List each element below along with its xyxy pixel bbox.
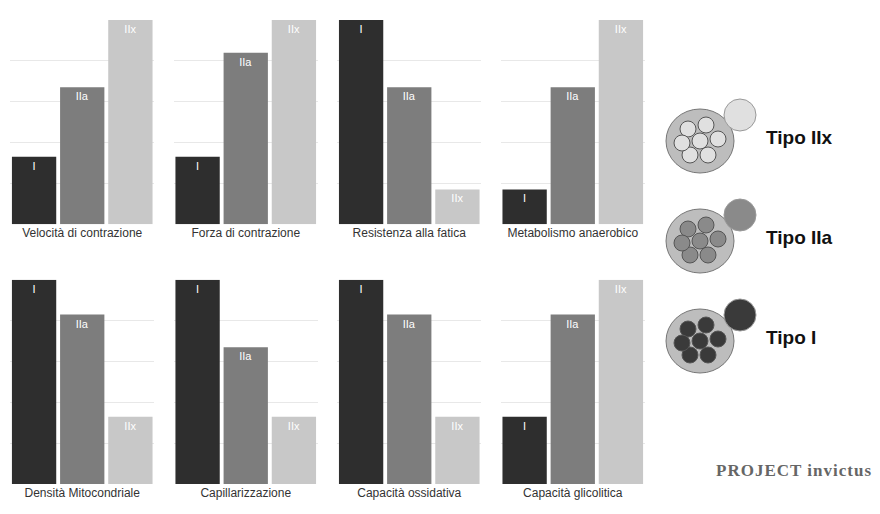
svg-text:IIa: IIa	[403, 90, 416, 102]
html-text:Tipo IIx: Tipo IIx	[766, 127, 833, 148]
svg-text:IIx: IIx	[451, 192, 463, 204]
svg-text:IIx: IIx	[124, 420, 136, 432]
svg-text:Velocità di contrazione: Velocità di contrazione	[22, 226, 142, 240]
svg-text:I: I	[196, 283, 199, 295]
svg-text:Metabolismo anaerobico: Metabolismo anaerobico	[507, 226, 638, 240]
svg-text:IIa: IIa	[566, 318, 579, 330]
svg-text:IIx: IIx	[288, 23, 300, 35]
svg-text:I: I	[523, 192, 526, 204]
svg-text:I: I	[196, 160, 199, 172]
svg-text:I: I	[33, 283, 36, 295]
svg-text:IIa: IIa	[403, 318, 416, 330]
svg-text:Capacità ossidativa: Capacità ossidativa	[357, 486, 461, 500]
svg-text:Resistenza alla fatica: Resistenza alla fatica	[353, 226, 467, 240]
svg-text:IIa: IIa	[239, 56, 252, 68]
svg-text:Forza di contrazione: Forza di contrazione	[191, 226, 300, 240]
svg-text:IIa: IIa	[76, 90, 89, 102]
svg-text:Capacità glicolitica: Capacità glicolitica	[523, 486, 623, 500]
html-text:Tipo IIa: Tipo IIa	[766, 227, 833, 248]
svg-text:IIx: IIx	[124, 23, 136, 35]
svg-text:IIx: IIx	[451, 420, 463, 432]
svg-text:Capillarizzazione: Capillarizzazione	[200, 486, 291, 500]
svg-text:IIx: IIx	[288, 420, 300, 432]
svg-text:IIx: IIx	[615, 283, 627, 295]
svg-text:IIx: IIx	[615, 23, 627, 35]
svg-text:IIa: IIa	[239, 350, 252, 362]
html-text:PROJECT invictus: PROJECT invictus	[716, 461, 872, 480]
svg-text:I: I	[360, 283, 363, 295]
svg-text:I: I	[33, 160, 36, 172]
svg-text:I: I	[360, 23, 363, 35]
svg-text:IIa: IIa	[566, 90, 579, 102]
svg-text:Densità Mitocondriale: Densità Mitocondriale	[25, 486, 141, 500]
html-text:Tipo I: Tipo I	[766, 327, 817, 348]
svg-text:IIa: IIa	[76, 318, 89, 330]
svg-text:I: I	[523, 420, 526, 432]
